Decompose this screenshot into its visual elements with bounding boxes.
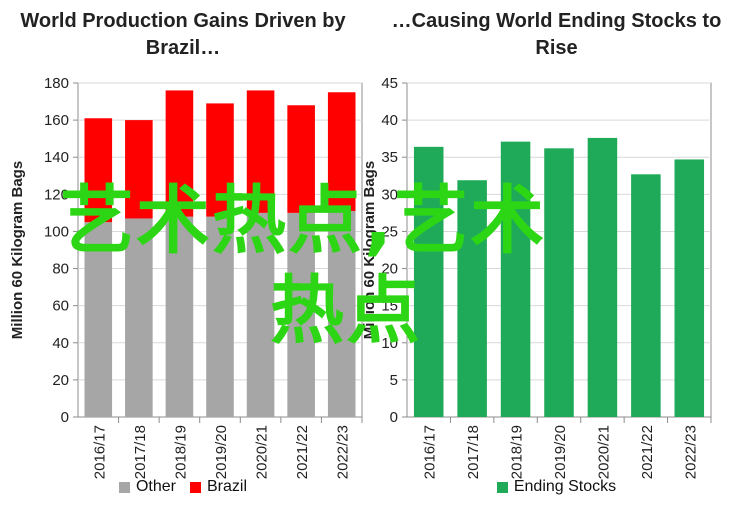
production-x-tick-label: 2016/17 [91,425,108,479]
production-chart-svg: 0 20 40 60 80 100 120 140 160 180 Million 60 Kilog… [9,75,363,479]
legend-swatch-other [118,481,130,493]
production-y-tick-label: 80 [52,261,69,278]
production-chart-panel: World Production Gains Driven by Brazil…… [0,0,366,530]
production-x-tick-label: 2017/18 [132,425,149,479]
production-x-tick-label: 2018/19 [172,425,189,479]
stocks-x-tick-label: 2020/21 [595,425,612,479]
production-y-tick-label: 140 [44,149,69,166]
legend-swatch-ending-stocks [496,481,508,493]
production-legend: Other Brazil [0,478,366,496]
stocks-x-tick-label: 2018/19 [509,425,526,479]
production-bar-other [125,218,153,417]
production-bar-other [246,212,275,417]
stocks-x-tick-label: 2022/23 [682,425,699,479]
production-x-tick-label: 2019/20 [213,425,230,479]
stocks-y-tick-label: 15 [381,298,398,315]
production-y-tick-label: 20 [52,372,69,389]
production-y-tick-label: 180 [44,75,69,92]
stocks-y-tick-label: 20 [381,261,398,278]
production-bar-brazil [125,120,153,219]
production-y-tick-label: 120 [44,186,69,203]
stocks-bar-ending-stocks [587,137,618,417]
stocks-legend: Ending Stocks [380,478,733,496]
stocks-y-tick-label: 45 [381,75,398,92]
stocks-x-tick-label: 2017/18 [465,425,482,479]
legend-item-other: Other [118,478,176,496]
production-bar-brazil [206,103,234,217]
stocks-y-tick-label: 30 [381,186,398,203]
production-bar-other [165,216,194,417]
stocks-bar-ending-stocks [631,174,661,417]
production-bar-other [206,216,234,417]
stocks-bar-ending-stocks [413,146,444,417]
production-bar-brazil [84,118,113,223]
legend-item-brazil: Brazil [190,478,247,496]
stocks-bar-ending-stocks [457,180,487,417]
legend-swatch-brazil [190,481,201,493]
production-y-tick-label: 40 [52,335,69,352]
chart-title-production: World Production Gains Driven by Brazil… [0,8,366,62]
production-x-tick-label: 2021/22 [294,425,311,479]
production-y-tick-label: 160 [44,112,69,129]
legend-item-ending-stocks: Ending Stocks [496,478,617,496]
production-y-tick-label: 60 [52,298,69,315]
production-bar-brazil [165,90,194,217]
stocks-x-tick-label: 2021/22 [639,425,656,479]
production-y-tick-label: 100 [44,223,69,240]
production-bar-other [84,222,113,417]
production-y-tick-label: 0 [61,409,69,426]
stocks-y-tick-label: 40 [381,112,398,129]
legend-label-ending-stocks: Ending Stocks [513,478,617,495]
stocks-bar-ending-stocks [500,141,531,417]
production-bar-brazil [327,92,356,212]
chart-title-stocks: …Causing World Ending Stocks to Rise [380,8,733,62]
stocks-y-tick-label: 0 [390,409,398,426]
stocks-x-tick-label: 2019/20 [552,425,569,479]
production-bar-brazil [246,90,275,213]
stocks-x-tick-label: 2016/17 [422,425,439,479]
production-x-tick-label: 2022/23 [335,425,352,479]
stocks-y-tick-label: 10 [381,335,398,352]
legend-label-other: Other [135,478,176,495]
production-bar-brazil [287,105,315,213]
stocks-y-tick-label: 35 [381,149,398,166]
chart-title-production-text: World Production Gains Driven by Brazil… [20,10,346,59]
production-bar-other [287,212,315,417]
production-x-tick-label: 2020/21 [254,425,271,479]
production-y-axis-label: Million 60 Kilogram Bags [9,161,26,339]
stocks-y-tick-label: 5 [390,372,398,389]
stocks-bar-ending-stocks [544,148,574,417]
stocks-chart-panel: …Causing World Ending Stocks to Rise 0 5 1… [361,0,733,530]
stocks-y-tick-label: 25 [381,223,398,240]
stocks-bar-ending-stocks [674,159,705,417]
production-bar-other [327,211,356,417]
legend-label-brazil: Brazil [207,478,248,495]
stocks-chart-svg: 0 5 10 15 20 25 30 35 40 45 Million 60 Kilogram Ba… [361,75,712,479]
chart-title-stocks-text: …Causing World Ending Stocks to Rise [391,10,722,59]
stocks-y-axis-label: Million 60 Kilogram Bags [361,161,378,339]
